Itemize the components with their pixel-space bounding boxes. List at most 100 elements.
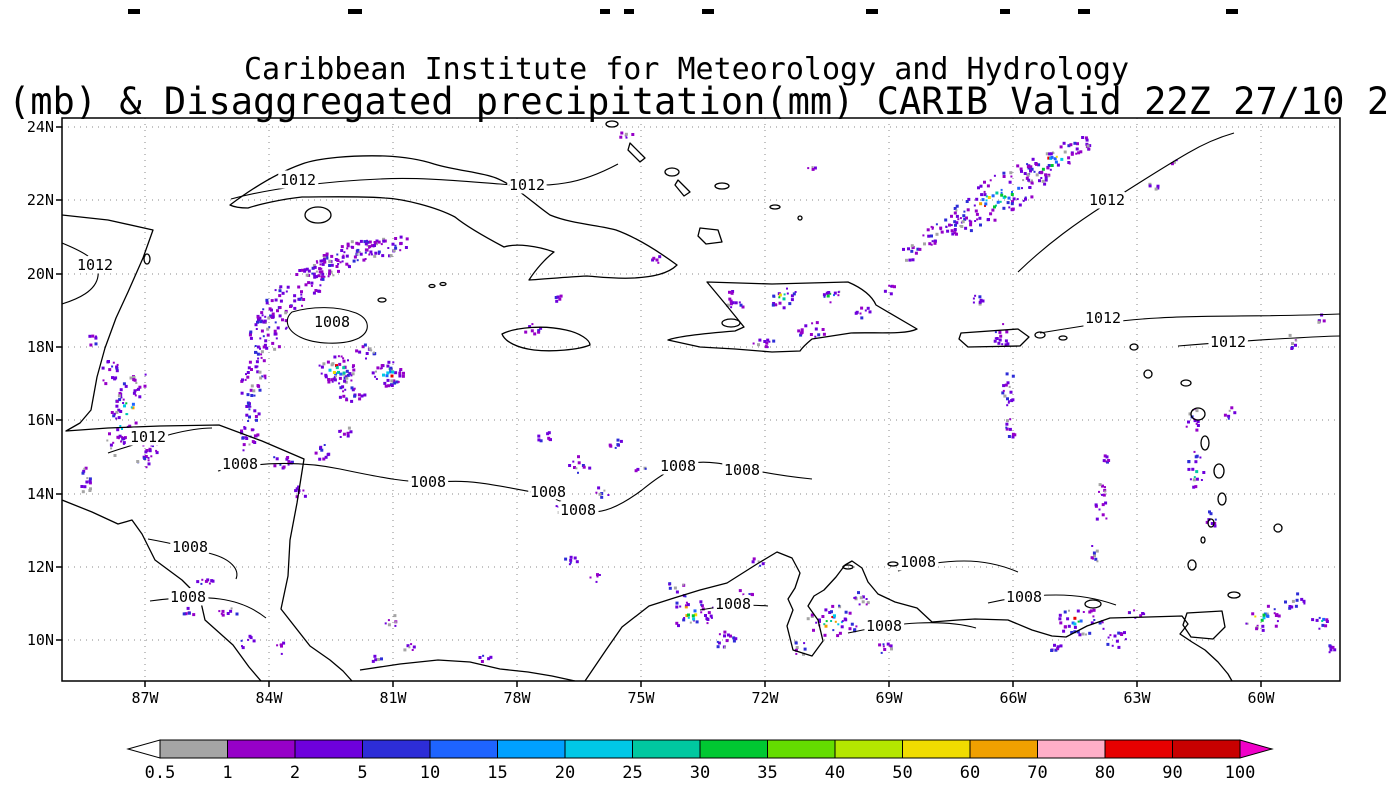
coastline-barbados — [1273, 523, 1283, 533]
coastline-margarita — [1084, 599, 1102, 609]
coastline-great-inagua — [697, 227, 723, 245]
coastline-curacao — [887, 561, 899, 567]
colorbar-segment — [1104, 739, 1173, 759]
colorbar-segment — [227, 739, 296, 759]
colorbar-label: 25 — [622, 763, 642, 783]
plot-title-line1: Caribbean Institute for Meteorology and … — [244, 52, 1130, 87]
coastline-guadeloupe — [1190, 407, 1206, 421]
colorbar-left-arrow — [126, 739, 161, 759]
coastline-cozumel — [143, 253, 151, 265]
map-frame — [61, 117, 1341, 682]
coastline-st-vincent — [1207, 518, 1215, 528]
isobar-contour-1008 — [147, 538, 238, 580]
isobar-contour-1008 — [286, 307, 368, 344]
colorbar-label: 40 — [825, 763, 845, 783]
colorbar-label: 1 — [222, 763, 232, 783]
isobar-label: 1008 — [560, 501, 596, 519]
isobar-label: 1008 — [1006, 588, 1042, 606]
coastline-puerto-rico — [958, 328, 1030, 348]
coastline-south-america — [584, 551, 1233, 681]
isobar-contour-1008 — [149, 596, 267, 619]
coastline-yucatan-nicaragua — [62, 214, 353, 681]
coastline-gonave — [721, 318, 741, 328]
axis-label-lat: 18N — [27, 338, 54, 356]
coastline-caicos — [769, 204, 781, 210]
colorbar-segment — [294, 739, 363, 759]
axis-label-lon: 87W — [131, 689, 159, 707]
axis-label-lon: 78W — [503, 689, 531, 707]
axis-label-lon: 75W — [627, 689, 655, 707]
coastline-hispaniola — [667, 281, 918, 353]
colorbar-segment — [834, 739, 903, 759]
axis-label-lat: 22N — [27, 191, 54, 209]
coastline-dominica — [1200, 435, 1210, 451]
isobar-contour-1008 — [897, 560, 1019, 573]
coastline-aruba — [842, 564, 854, 570]
colorbar-label: 90 — [1162, 763, 1182, 783]
coastline-grenadines — [1200, 536, 1206, 544]
precipitation-layer — [80, 131, 1337, 663]
colorbar-label: 100 — [1225, 763, 1256, 783]
cropped-text-marks — [128, 9, 1238, 14]
axis-label-lon: 84W — [255, 689, 283, 707]
coastline-trinidad — [1182, 610, 1226, 640]
cropped-text-mark — [1078, 9, 1090, 14]
cropped-text-mark — [128, 9, 140, 14]
isobar-contour-1008 — [217, 461, 813, 513]
coastline-grand-cayman — [377, 297, 387, 303]
colorbar-segment — [564, 739, 633, 759]
colorbar-segment — [497, 739, 566, 759]
colorbar-segment — [1172, 739, 1241, 759]
coastline-bonaire — [913, 563, 923, 569]
colorbar-right-arrow — [1239, 739, 1274, 759]
coastline-panama — [359, 659, 576, 681]
isobar-label: 1012 — [130, 428, 166, 446]
plot-title-line2: (mb) & Disaggregated precipitation(mm) C… — [8, 80, 1390, 123]
axis-label-lon: 63W — [1123, 689, 1151, 707]
isobar-label: 1012 — [1085, 309, 1121, 327]
axis-label-lat: 14N — [27, 485, 54, 503]
isobar-label: 1012 — [1089, 191, 1125, 209]
axis-labels-layer: 87W 84W 81W 78W 75W 72W 69W 66W 63W 60W 24N 22N 20N 1… — [27, 118, 1276, 707]
isobar-contour-1012 — [62, 242, 99, 305]
isobar-contours-layer — [62, 132, 1340, 634]
axis-label-lat: 24N — [27, 118, 54, 136]
isobar-contour-1012 — [1039, 313, 1340, 334]
coastline-turks — [797, 215, 803, 221]
colorbar-segment — [159, 739, 228, 759]
grid-layer — [62, 118, 1340, 681]
coastline-cuba — [229, 155, 678, 281]
colorbar-segment — [632, 739, 701, 759]
coastline-cayman-brac — [439, 281, 447, 287]
coastlines-layer — [62, 120, 1283, 681]
coastline-antigua — [1180, 379, 1192, 387]
cropped-text-mark — [624, 9, 634, 14]
isobar-label: 1008 — [724, 461, 760, 479]
isobar-label: 1008 — [866, 617, 902, 635]
colorbar-label: 15 — [487, 763, 507, 783]
colorbar-label: 10 — [420, 763, 440, 783]
colorbar-label: 2 — [290, 763, 300, 783]
colorbar-segment — [429, 739, 498, 759]
colorbar-label: 5 — [357, 763, 367, 783]
colorbar-segment — [699, 739, 768, 759]
isobar-contour-1012 — [230, 163, 619, 200]
isobar-label: 1008 — [222, 455, 258, 473]
coastline-little-cayman — [428, 283, 436, 289]
colorbar-segment — [767, 739, 836, 759]
isobar-label: 1008 — [530, 483, 566, 501]
cropped-text-mark — [348, 9, 362, 14]
axis-label-lat: 10N — [27, 631, 54, 649]
cropped-text-mark — [1000, 9, 1010, 14]
isobar-label: 1008 — [170, 588, 206, 606]
isobar-label: 1012 — [1210, 333, 1246, 351]
coastline-st-lucia — [1217, 492, 1227, 506]
axis-label-lon: 72W — [751, 689, 779, 707]
coastline-virgin-islands — [1034, 331, 1046, 339]
colorbar-label: 35 — [757, 763, 777, 783]
isobar-contour-1008 — [847, 622, 977, 634]
axis-label-lat: 20N — [27, 265, 54, 283]
colorbar-label: 70 — [1027, 763, 1047, 783]
coastline-long-island-bahamas — [627, 142, 646, 163]
